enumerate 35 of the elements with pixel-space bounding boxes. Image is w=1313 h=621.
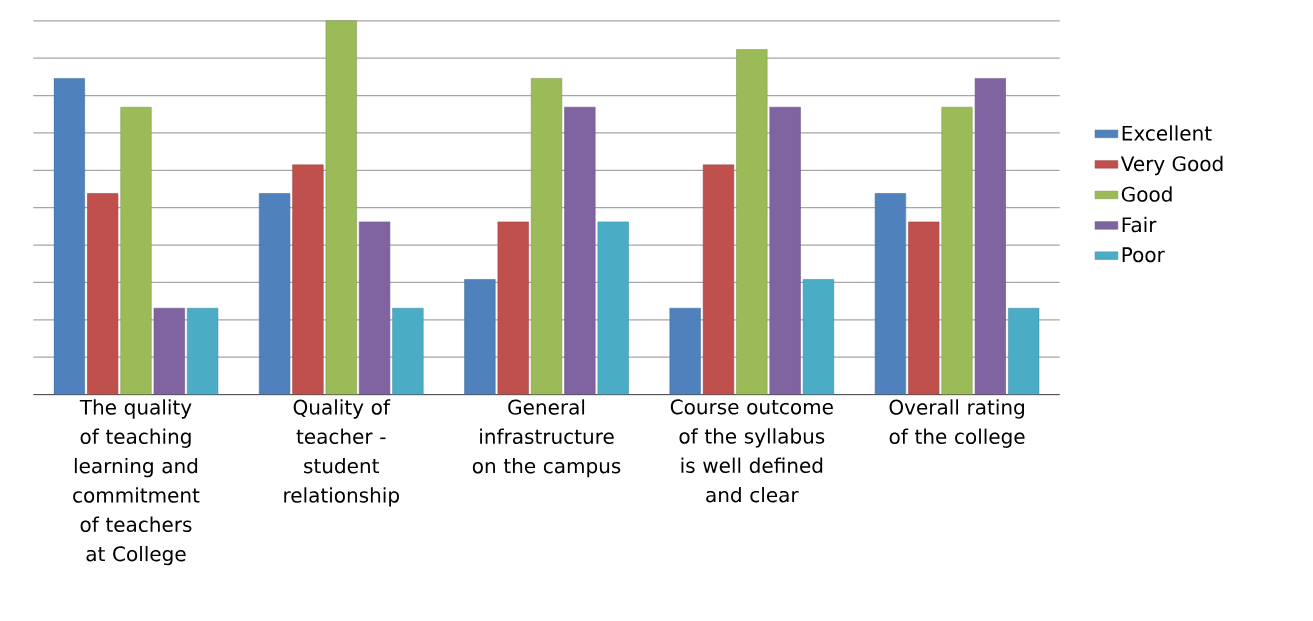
bar [358,221,391,395]
legend-label: Excellent [1122,125,1212,141]
x-tick-label: Quality of teacher - student relationship [284,399,399,507]
bar [464,279,496,395]
x-tick-label: The quality of teaching learning and commitment of teachers at College [73,399,200,566]
bar [530,78,563,395]
bar [669,307,701,395]
bar [497,221,529,395]
bar [769,106,801,395]
bar [974,78,1007,395]
legend-label: Very Good [1120,155,1223,176]
bar [941,106,973,395]
x-tick-label: Overall rating of the college [889,399,1025,448]
legend-label: Poor [1122,247,1165,263]
legend-label: Fair [1122,216,1157,233]
bar [153,307,185,395]
bar [87,193,119,395]
x-tick-label: Course outcome of the syllabus is well defined and clear [670,399,833,503]
bar [53,78,85,395]
bar [325,20,357,395]
bar [259,193,291,395]
legend-label: Good [1121,186,1172,202]
x-tick-label: General infrastructure on the campus [472,399,621,478]
bar [1008,307,1040,395]
bar [702,164,735,395]
bar [292,164,324,395]
bar [874,193,907,395]
bar [802,279,835,395]
bar [564,106,596,395]
bar [908,221,940,395]
bar [187,307,219,395]
bar [736,49,768,395]
bar [392,307,424,395]
bar [120,106,152,395]
bar [597,221,629,395]
